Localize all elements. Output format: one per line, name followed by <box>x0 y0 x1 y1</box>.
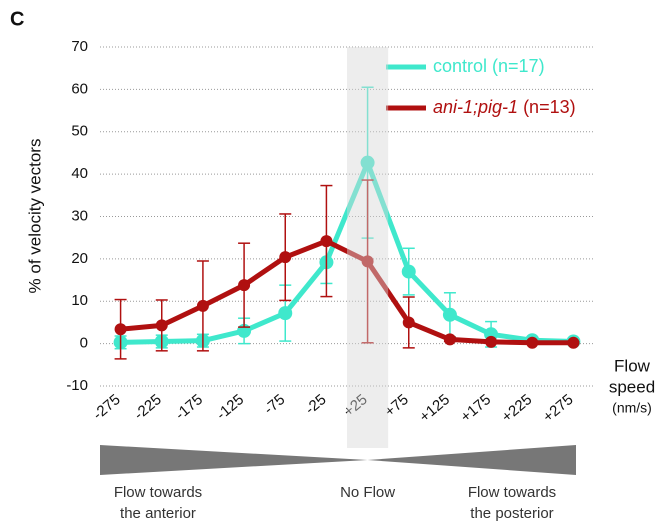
x-axis-label: Flow <box>614 356 651 375</box>
annotation: the anterior <box>120 505 196 522</box>
marker <box>196 299 209 312</box>
marker <box>567 336 580 349</box>
marker <box>155 319 168 332</box>
legend-label-part: (n=13) <box>518 97 576 117</box>
legend-label: control (n=17) <box>433 56 545 76</box>
panel-label: C <box>10 8 24 30</box>
marker <box>360 155 375 170</box>
marker <box>361 255 374 268</box>
marker <box>401 264 416 279</box>
y-tick-label: 70 <box>71 38 88 55</box>
flow-triangle <box>367 445 576 475</box>
marker <box>443 333 456 346</box>
legend-label: ani-1;pig-1 (n=13) <box>433 97 576 117</box>
x-tick-label: -225 <box>131 391 165 423</box>
annotation: No Flow <box>340 484 395 501</box>
marker <box>279 251 292 264</box>
y-tick-label: 40 <box>71 165 88 182</box>
y-tick-label: 50 <box>71 123 88 140</box>
x-tick-label: -75 <box>261 391 289 418</box>
x-tick-label: +125 <box>416 391 453 426</box>
series-line <box>120 238 574 346</box>
x-tick-label: -275 <box>90 391 124 423</box>
x-tick-label: -175 <box>172 391 206 423</box>
marker <box>526 336 539 349</box>
x-tick-label: -125 <box>213 391 247 423</box>
marker <box>402 316 415 329</box>
y-axis-label: % of velocity vectors <box>25 139 44 294</box>
x-tick-label: +275 <box>540 391 577 426</box>
legend-label-part: ani-1;pig-1 <box>433 97 518 117</box>
y-tick-label: 10 <box>71 292 88 309</box>
x-tick-label: -25 <box>302 391 330 418</box>
annotation: Flow towards <box>468 484 556 501</box>
annotation: the posterior <box>470 505 553 522</box>
marker <box>114 323 127 336</box>
flow-triangle <box>100 445 368 475</box>
no-flow-band <box>347 47 389 448</box>
marker <box>278 306 293 321</box>
marker <box>320 235 333 248</box>
x-axis-label: (nm/s) <box>612 400 652 416</box>
y-tick-label: -10 <box>66 377 88 394</box>
y-tick-label: 60 <box>71 80 88 97</box>
marker <box>442 307 457 322</box>
annotation: Flow towards <box>114 484 202 501</box>
y-tick-label: 30 <box>71 207 88 224</box>
x-tick-label: +175 <box>457 391 494 426</box>
y-tick-label: 20 <box>71 250 88 267</box>
x-axis-label: speed <box>609 377 655 396</box>
x-tick-label: +225 <box>499 391 536 426</box>
y-tick-label: 0 <box>80 335 88 352</box>
marker <box>238 279 251 292</box>
marker <box>485 335 498 348</box>
